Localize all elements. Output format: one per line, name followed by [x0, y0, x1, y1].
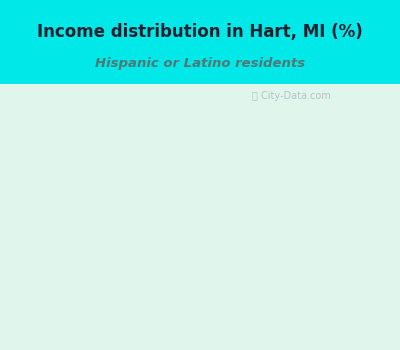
Wedge shape — [150, 188, 208, 217]
Text: $50k: $50k — [84, 213, 157, 228]
Text: $60k: $60k — [84, 187, 158, 197]
Wedge shape — [192, 217, 241, 277]
Text: $20k: $20k — [84, 201, 162, 211]
Wedge shape — [153, 217, 208, 266]
Wedge shape — [175, 161, 208, 217]
Wedge shape — [148, 202, 208, 241]
Text: > $200k: > $200k — [80, 263, 172, 285]
Text: ⓘ City-Data.com: ⓘ City-Data.com — [252, 91, 331, 101]
Wedge shape — [208, 217, 262, 267]
Wedge shape — [185, 158, 208, 217]
Text: $150k: $150k — [249, 256, 312, 288]
Wedge shape — [201, 157, 268, 243]
Text: Hispanic or Latino residents: Hispanic or Latino residents — [95, 56, 305, 70]
Wedge shape — [174, 217, 208, 275]
Text: $10k: $10k — [84, 231, 156, 243]
Text: $125k: $125k — [83, 171, 160, 181]
Text: Income distribution in Hart, MI (%): Income distribution in Hart, MI (%) — [37, 22, 363, 41]
Text: $100k: $100k — [262, 201, 336, 211]
Text: $30k: $30k — [84, 251, 160, 261]
Text: $75k: $75k — [197, 274, 225, 309]
Text: $40k: $40k — [185, 129, 213, 161]
Wedge shape — [160, 167, 208, 217]
Wedge shape — [156, 181, 208, 217]
